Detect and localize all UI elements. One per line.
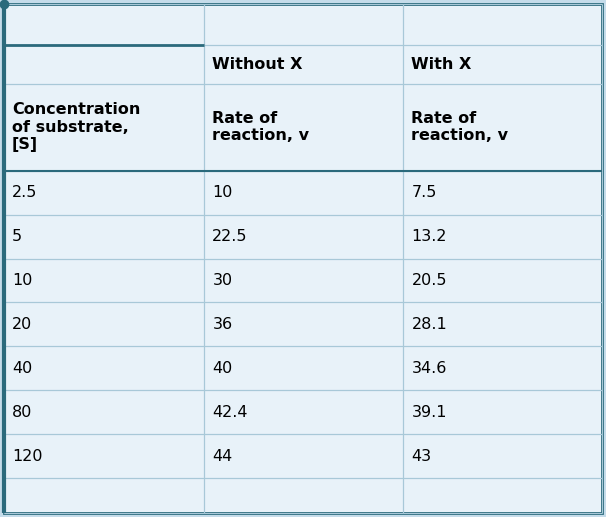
Bar — [4, 171, 204, 215]
Bar — [4, 45, 204, 84]
Text: Without X: Without X — [212, 57, 303, 72]
Text: 5: 5 — [12, 229, 22, 244]
Text: 42.4: 42.4 — [212, 405, 248, 420]
Text: 44: 44 — [212, 449, 233, 464]
Bar — [4, 302, 204, 346]
Bar — [404, 215, 602, 258]
Text: 120: 120 — [12, 449, 42, 464]
Bar — [4, 4, 204, 45]
Text: Rate of
reaction, v: Rate of reaction, v — [411, 111, 508, 143]
Text: 7.5: 7.5 — [411, 185, 437, 200]
Bar — [4, 215, 204, 258]
Bar — [4, 84, 204, 171]
Text: 13.2: 13.2 — [411, 229, 447, 244]
Bar — [204, 434, 404, 478]
Bar — [4, 390, 204, 434]
Bar — [404, 346, 602, 390]
Bar — [204, 4, 404, 45]
Bar — [204, 84, 404, 171]
Bar — [404, 434, 602, 478]
Text: 80: 80 — [12, 405, 32, 420]
Bar — [4, 346, 204, 390]
Text: 10: 10 — [12, 273, 32, 288]
Bar — [404, 302, 602, 346]
Bar — [404, 84, 602, 171]
Text: 39.1: 39.1 — [411, 405, 447, 420]
Bar — [404, 478, 602, 513]
Text: 10: 10 — [212, 185, 233, 200]
Bar — [204, 390, 404, 434]
Bar — [204, 171, 404, 215]
Bar — [404, 171, 602, 215]
Text: 36: 36 — [212, 317, 233, 332]
Bar — [404, 45, 602, 84]
Bar — [4, 478, 204, 513]
Bar — [4, 258, 204, 302]
Text: 34.6: 34.6 — [411, 361, 447, 376]
Bar — [404, 258, 602, 302]
Text: With X: With X — [411, 57, 472, 72]
Bar — [204, 302, 404, 346]
Bar — [204, 215, 404, 258]
Text: 20.5: 20.5 — [411, 273, 447, 288]
Bar — [204, 478, 404, 513]
Text: 40: 40 — [12, 361, 32, 376]
Bar — [204, 258, 404, 302]
Bar — [204, 346, 404, 390]
Bar — [404, 4, 602, 45]
Text: Concentration
of substrate,
[S]: Concentration of substrate, [S] — [12, 102, 141, 152]
Text: 20: 20 — [12, 317, 32, 332]
Text: 2.5: 2.5 — [12, 185, 38, 200]
Text: 28.1: 28.1 — [411, 317, 447, 332]
Text: 43: 43 — [411, 449, 431, 464]
Text: 30: 30 — [212, 273, 233, 288]
Bar — [404, 390, 602, 434]
Bar — [4, 434, 204, 478]
Bar — [204, 45, 404, 84]
Text: 40: 40 — [212, 361, 233, 376]
Text: 22.5: 22.5 — [212, 229, 248, 244]
Text: Rate of
reaction, v: Rate of reaction, v — [212, 111, 309, 143]
